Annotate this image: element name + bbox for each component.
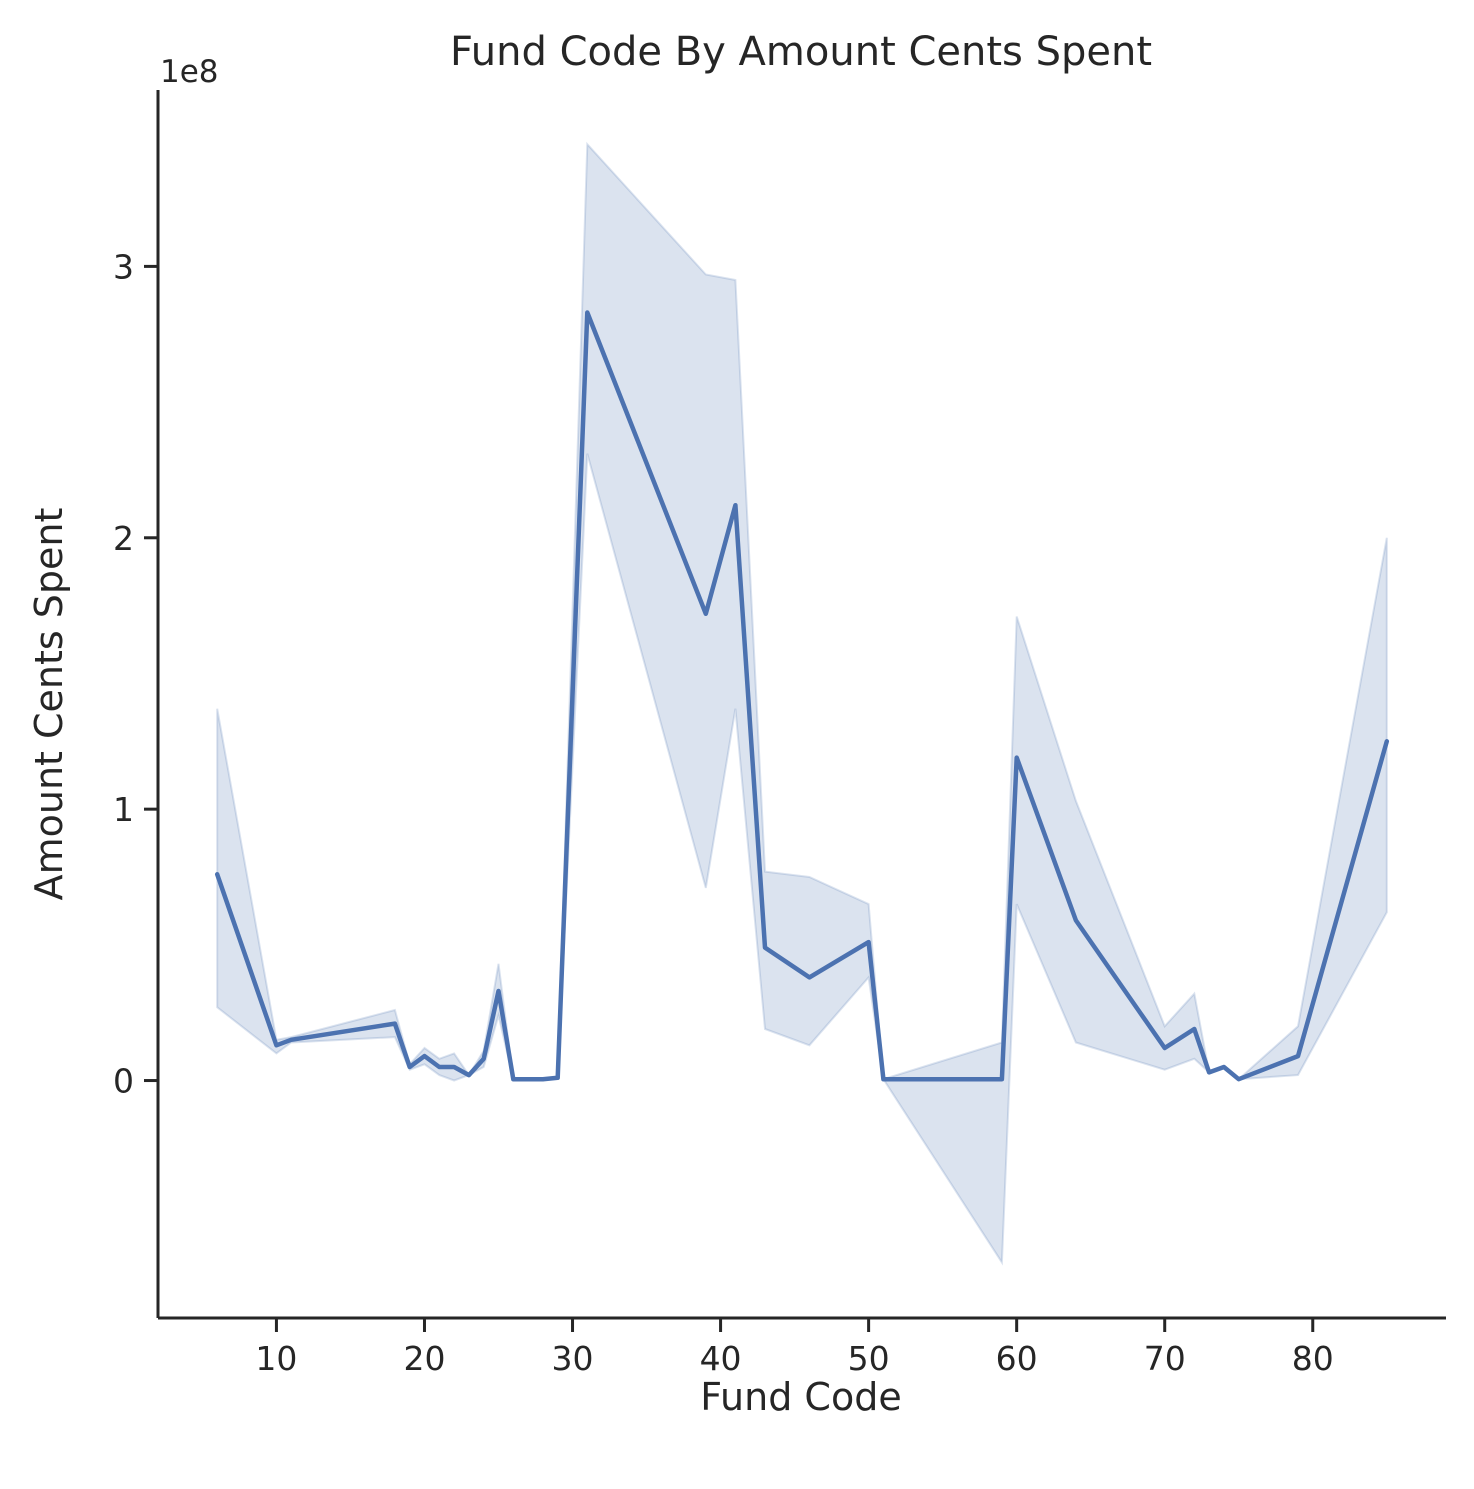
x-axis: 10 20 30 40 50 60 70 80 (158, 1316, 1446, 1378)
y-tick-label: 3 (113, 247, 134, 286)
data-point (763, 946, 767, 950)
confidence-band (216, 141, 1388, 1266)
data-point (1222, 1065, 1226, 1069)
x-tick-label: 80 (1292, 1339, 1334, 1378)
data-point (437, 1065, 441, 1069)
data-point (1237, 1077, 1241, 1081)
x-ticks: 10 20 30 40 50 60 70 80 (255, 1318, 1334, 1378)
y-axis: 0 1 2 3 (113, 90, 160, 1318)
data-point (1000, 1077, 1004, 1081)
data-point (274, 1043, 278, 1047)
data-point (867, 940, 871, 944)
x-tick-label: 30 (552, 1339, 594, 1378)
data-point (497, 989, 501, 993)
x-tick-label: 60 (996, 1339, 1038, 1378)
data-point (393, 1022, 397, 1026)
data-point (881, 1077, 885, 1081)
data-point (482, 1057, 486, 1061)
data-point (1015, 756, 1019, 760)
x-tick-label: 50 (848, 1339, 890, 1378)
data-point (215, 872, 219, 876)
series-line (214, 310, 1390, 1082)
data-point (1192, 1027, 1196, 1031)
data-point (1296, 1054, 1300, 1058)
data-point (541, 1077, 545, 1081)
data-point (467, 1073, 471, 1077)
data-point (1074, 918, 1078, 922)
data-point (807, 975, 811, 979)
x-tick-label: 20 (403, 1339, 445, 1378)
data-point (452, 1065, 456, 1069)
data-point (289, 1038, 293, 1042)
y-tick-label: 2 (113, 519, 134, 558)
chart-title: Fund Code By Amount Cents Spent (450, 29, 1152, 75)
data-point (408, 1065, 412, 1069)
data-point (733, 503, 737, 507)
y-tick-label: 0 (113, 1062, 134, 1101)
data-point (1207, 1070, 1211, 1074)
data-point (1163, 1046, 1167, 1050)
data-point (511, 1077, 515, 1081)
x-axis-label: Fund Code (700, 1375, 901, 1419)
plot-area (214, 141, 1390, 1266)
data-point (556, 1076, 560, 1080)
y-axis-label: Amount Cents Spent (27, 508, 71, 901)
x-tick-label: 70 (1144, 1339, 1186, 1378)
y-axis-offset-label: 1e8 (160, 54, 219, 90)
y-ticks: 0 1 2 3 (113, 247, 158, 1101)
y-tick-label: 1 (113, 790, 134, 829)
data-point (1385, 739, 1389, 743)
data-point (422, 1054, 426, 1058)
x-tick-label: 10 (255, 1339, 297, 1378)
x-tick-label: 40 (700, 1339, 742, 1378)
data-point (704, 612, 708, 616)
data-point (585, 311, 589, 315)
